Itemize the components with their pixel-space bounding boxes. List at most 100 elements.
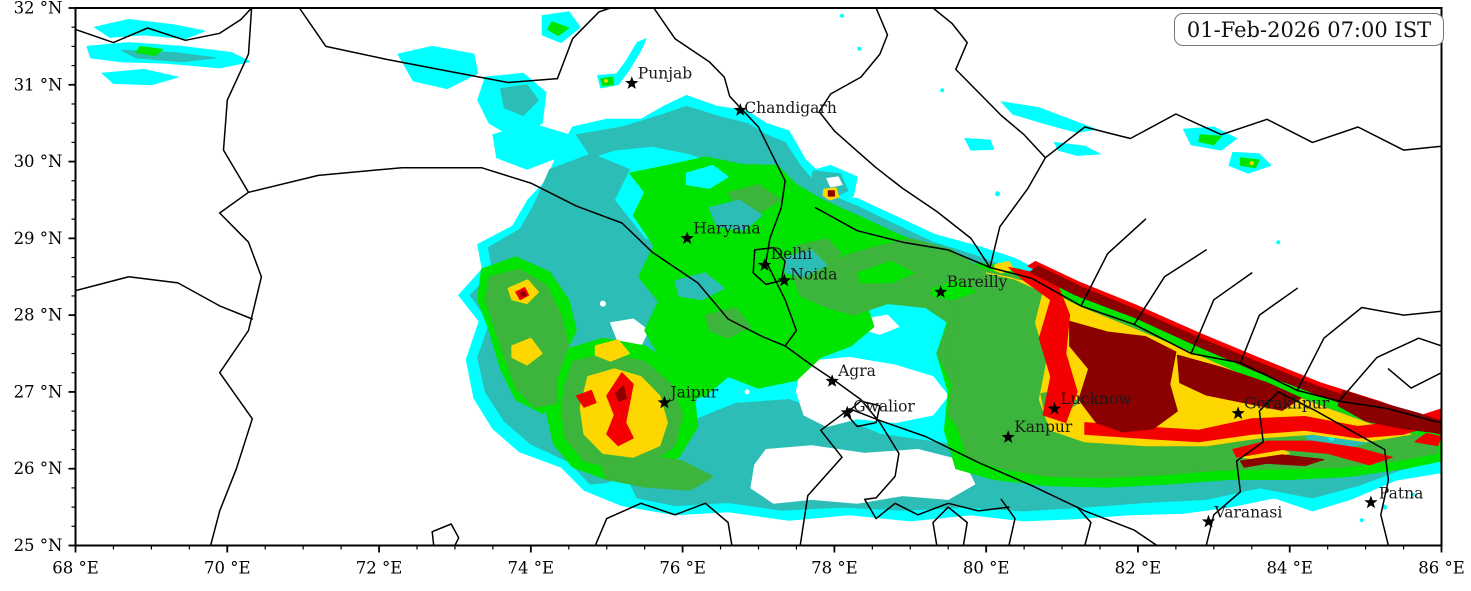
y-tick-label: 26 °N — [14, 459, 63, 478]
fog-region — [484, 268, 570, 408]
city-marker — [1364, 495, 1378, 509]
fog-speck — [840, 13, 844, 18]
x-tick-label: 72 °E — [356, 559, 403, 578]
fog-speck — [857, 46, 862, 51]
fog-region — [511, 337, 543, 366]
fog-region — [598, 452, 714, 491]
fog-speck — [1276, 240, 1281, 245]
city-agra: Agra — [825, 362, 876, 387]
state-boundary — [75, 8, 253, 44]
city-bareilly: Bareilly — [934, 273, 1008, 298]
state-boundary — [556, 8, 612, 80]
fog-region — [704, 307, 752, 339]
city-marker — [625, 76, 639, 89]
city-label: Agra — [837, 362, 876, 380]
state-boundary — [1239, 287, 1299, 364]
fog-region — [795, 356, 949, 427]
fog-region — [1008, 267, 1078, 424]
fog-region — [1239, 454, 1325, 468]
city-marker — [934, 285, 948, 298]
fog-region — [1000, 101, 1097, 133]
state-boundary — [1338, 337, 1442, 402]
fog-speck — [940, 88, 945, 93]
fog-speck — [1410, 492, 1415, 497]
city-marker — [680, 231, 694, 244]
city-varanasi: Varanasi — [1201, 504, 1282, 528]
state-boundary — [932, 8, 1047, 159]
fog-region — [674, 272, 725, 301]
city-label: Delhi — [771, 245, 813, 263]
city-label: Jaipur — [668, 384, 718, 402]
fog-region — [1084, 408, 1442, 443]
state-boundary — [1133, 249, 1207, 326]
x-tick-label: 80 °E — [963, 559, 1010, 578]
state-boundary — [1190, 272, 1253, 355]
fog-speck — [1359, 518, 1364, 523]
state-boundary — [209, 8, 263, 546]
y-tick-label: 29 °N — [14, 229, 63, 248]
fog-region — [1414, 432, 1442, 447]
x-tick-label: 82 °E — [1115, 559, 1162, 578]
city-chandigarh: Chandigarh — [733, 99, 837, 117]
state-boundary — [845, 400, 881, 428]
city-marker — [1231, 406, 1245, 420]
fog-region — [606, 372, 634, 447]
state-boundary — [1205, 391, 1280, 546]
no-fog-holes — [599, 176, 976, 504]
fog-region — [827, 190, 835, 197]
city-label: Gwalior — [853, 398, 915, 416]
state-boundary — [1076, 506, 1092, 546]
fog-region — [685, 164, 729, 189]
city-noida: Noida — [777, 266, 837, 287]
x-tick-label: 86 °E — [1418, 559, 1465, 578]
state-boundary — [860, 398, 1010, 520]
city-haryana: Haryana — [680, 219, 761, 244]
fog-speck — [744, 389, 750, 395]
city-label: Chandigarh — [744, 99, 837, 117]
city-gorakhpur: Gorakhpur — [1231, 394, 1330, 420]
state-boundary — [480, 166, 786, 347]
city-marker — [1001, 430, 1015, 443]
x-tick-label: 78 °E — [811, 559, 858, 578]
fog-region — [519, 290, 527, 298]
fog-region — [750, 445, 976, 504]
fog-speck — [995, 191, 1001, 197]
city-label: Bareilly — [947, 273, 1008, 291]
fog-region — [1069, 320, 1178, 433]
fog-region — [964, 138, 995, 151]
y-tick-label: 28 °N — [14, 306, 63, 325]
fog-region — [1337, 389, 1442, 434]
fog-region — [397, 45, 479, 90]
state-boundary — [1296, 306, 1363, 392]
state-boundary — [1044, 113, 1442, 159]
city-marker — [1201, 514, 1216, 528]
city-kanpur: Kanpur — [1001, 418, 1073, 443]
city-marker — [840, 405, 854, 419]
state-boundary — [247, 166, 483, 194]
state-boundary — [594, 502, 733, 546]
city-delhi: Delhi — [757, 245, 813, 271]
fog-region — [101, 68, 179, 86]
timestamp-text: 01-Feb-2026 07:00 IST — [1186, 17, 1432, 42]
fog-region — [575, 389, 597, 408]
fog-region — [547, 21, 570, 37]
fog-region — [594, 339, 630, 362]
fog-region — [1176, 354, 1302, 411]
state-boundary — [932, 506, 968, 546]
state-boundary — [1387, 368, 1442, 389]
fog-region — [856, 260, 915, 284]
y-tick-label: 25 °N — [14, 536, 63, 555]
city-lucknow: Lucknow — [1047, 390, 1132, 415]
fog-region — [1198, 134, 1222, 146]
state-boundary — [1277, 391, 1390, 546]
fog-speck — [1249, 161, 1254, 166]
city-jaipur: Jaipur — [657, 384, 719, 409]
city-patna: Patna — [1364, 485, 1423, 509]
city-marker — [757, 258, 772, 271]
city-marker — [825, 374, 839, 387]
fog-speck — [599, 300, 606, 307]
city-label: Punjab — [638, 64, 692, 82]
axis-ticks — [68, 7, 1443, 553]
state-boundary — [814, 206, 991, 269]
state-boundary — [653, 8, 786, 263]
